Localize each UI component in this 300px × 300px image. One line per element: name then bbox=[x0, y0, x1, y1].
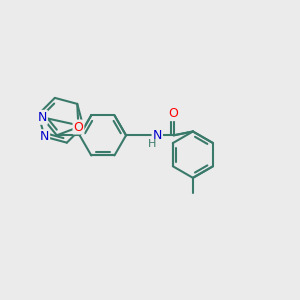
Text: O: O bbox=[169, 107, 178, 120]
Text: N: N bbox=[153, 129, 162, 142]
Text: N: N bbox=[38, 111, 47, 124]
Text: H: H bbox=[148, 139, 156, 149]
Text: O: O bbox=[74, 121, 83, 134]
Text: N: N bbox=[40, 130, 49, 143]
